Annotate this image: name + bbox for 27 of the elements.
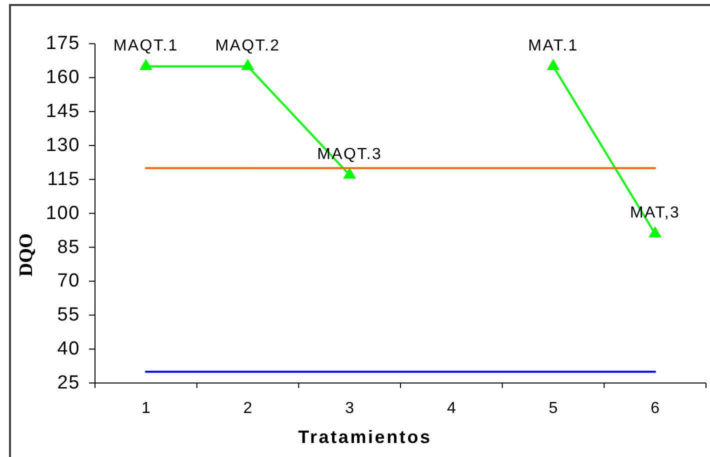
annotation: MAT.1 <box>528 36 578 54</box>
annotation: MAQT.2 <box>215 36 280 54</box>
x-tick-label: 4 <box>446 400 456 417</box>
y-tick-label: 100 <box>46 202 80 224</box>
y-axis-title: DQO <box>16 233 37 277</box>
y-tick-label: 160 <box>46 67 80 88</box>
y-tick-label: 85 <box>57 236 80 258</box>
y-tick-label: 25 <box>57 372 80 394</box>
point <box>546 58 560 70</box>
x-tick-label: 6 <box>650 400 660 417</box>
x-axis-title: Tratamientos <box>298 427 432 447</box>
point <box>343 167 356 179</box>
y-tick-label: 145 <box>46 101 80 122</box>
y-tick-label: 130 <box>46 134 80 156</box>
point <box>241 58 254 70</box>
y-tick-label: 55 <box>57 304 80 326</box>
x-tick-label: 3 <box>345 400 354 417</box>
y-tick-label: 40 <box>57 338 80 360</box>
x-tick-label: 5 <box>548 400 558 417</box>
point <box>139 58 152 70</box>
y-tick-label: 70 <box>57 270 80 292</box>
annotation: MAQT.1 <box>113 36 178 54</box>
y-tick-label: 115 <box>47 168 80 190</box>
x-tick-label: 1 <box>141 400 150 417</box>
x-tick-label: 2 <box>243 400 252 417</box>
y-tick-label: 175 <box>46 33 80 54</box>
point <box>648 226 662 238</box>
